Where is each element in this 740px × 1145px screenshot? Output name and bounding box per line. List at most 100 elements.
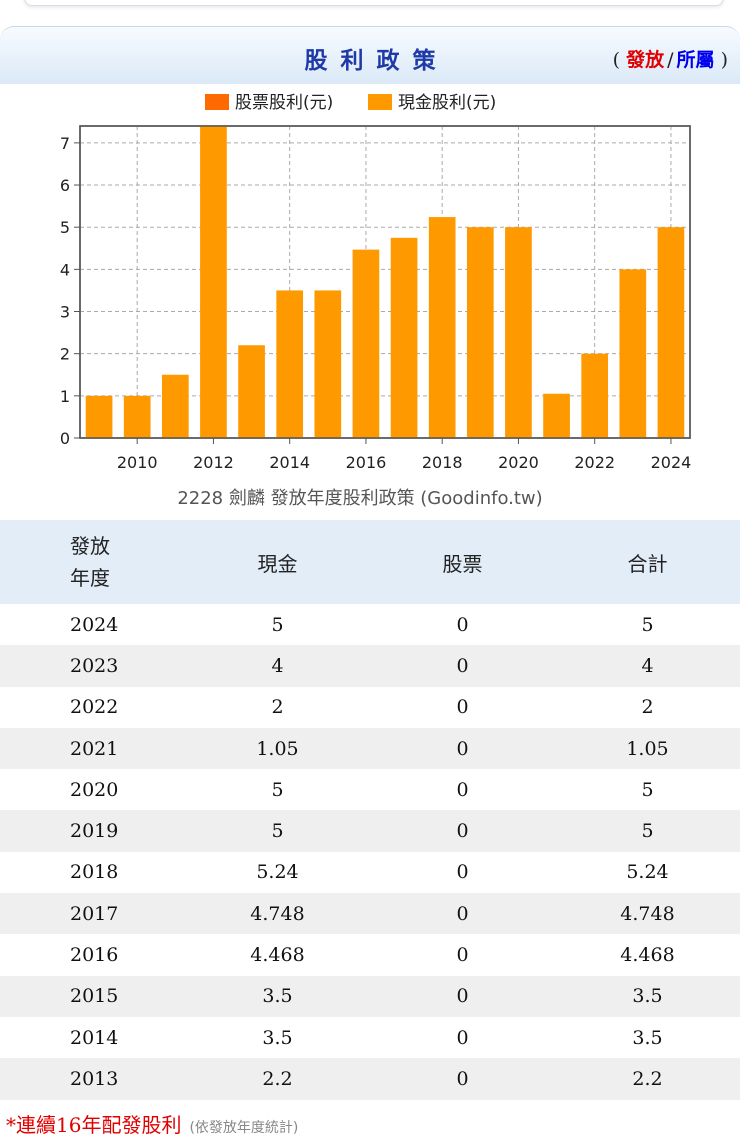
header-release-year: 發放 年度 <box>0 520 185 604</box>
x-tick-label: 2018 <box>422 453 463 472</box>
dividend-chart: 股票股利(元) 現金股利(元) 0 1 2 3 4 5 6 7 2010 2012 2014 2016 20… <box>0 84 740 520</box>
bar-cash-2022 <box>581 353 609 438</box>
header-year: 年度 <box>70 566 110 590</box>
cell-total: 5 <box>555 769 740 811</box>
release-year-link[interactable]: 發放 <box>626 49 665 71</box>
bar-cash-2009 <box>85 395 113 438</box>
panel-title: 股利政策 <box>304 47 449 74</box>
bar-cash-2013 <box>238 345 265 438</box>
chart-caption: 2228 劍麟 發放年度股利政策 (Goodinfo.tw) <box>177 488 542 509</box>
footnote-main: *連續16年配發股利 <box>6 1113 182 1137</box>
cell-stock: 0 <box>370 1016 555 1059</box>
table-row: 2021 1.05 0 1.05 <box>0 727 740 770</box>
bar-cash-2023 <box>619 269 647 438</box>
table-row: 2018 5.24 0 5.24 <box>0 851 740 894</box>
cell-year: 2019 <box>0 810 185 852</box>
legend-label-2: 現金股利(元) <box>398 93 496 113</box>
y-tick-label: 7 <box>60 134 70 153</box>
cell-stock: 0 <box>370 686 555 728</box>
cell-cash: 5 <box>185 810 370 852</box>
cell-cash: 2 <box>185 686 370 728</box>
cell-total: 2.2 <box>555 1058 740 1100</box>
bar-cash-2012 <box>200 126 227 438</box>
header-stock: 股票 <box>370 520 555 604</box>
cell-year: 2018 <box>0 851 185 894</box>
legend-swatch-1 <box>205 94 229 110</box>
bar-cash-2018 <box>428 217 456 438</box>
table-row: 2024 5 0 5 <box>0 604 740 646</box>
link-separator: / <box>667 49 674 71</box>
table-row: 2020 5 0 5 <box>0 769 740 811</box>
cell-total: 5 <box>555 604 740 646</box>
y-tick-label: 0 <box>60 429 70 448</box>
cell-cash: 2.2 <box>185 1058 370 1100</box>
cell-year: 2015 <box>0 975 185 1017</box>
plot-frame <box>79 125 691 439</box>
cell-cash: 3.5 <box>185 1016 370 1059</box>
previous-panel-card <box>24 0 724 6</box>
bar-cash-2021 <box>543 393 570 438</box>
cell-year: 2013 <box>0 1058 185 1100</box>
cell-total: 3.5 <box>555 975 740 1017</box>
y-tick-label: 1 <box>60 387 70 406</box>
bar-cash-2016 <box>352 249 380 438</box>
x-tick-label: 2014 <box>269 453 310 472</box>
x-tick-label: 2024 <box>651 453 692 472</box>
cell-total: 3.5 <box>555 1016 740 1059</box>
table-row: 2022 2 0 2 <box>0 686 740 728</box>
cell-stock: 0 <box>370 604 555 646</box>
previous-panel-edge <box>0 0 740 22</box>
bar-cash-2017 <box>390 237 418 438</box>
panel-header: 股利政策 ( 發放 / 所屬 ) <box>0 26 740 84</box>
cell-year: 2024 <box>0 604 185 646</box>
cell-cash: 5 <box>185 604 370 646</box>
footnote: *連續16年配發股利 (依發放年度統計) <box>6 1109 298 1138</box>
y-tick-label: 2 <box>60 345 70 364</box>
x-tick-label: 2022 <box>574 453 615 472</box>
bar-cash-2014 <box>276 290 304 438</box>
paren-open: ( <box>612 49 621 71</box>
cell-stock: 0 <box>370 851 555 894</box>
paren-close: ) <box>720 49 728 71</box>
cell-year: 2022 <box>0 686 185 728</box>
cell-year: 2017 <box>0 893 185 935</box>
dividend-chart-svg: 股票股利(元) 現金股利(元) 0 1 2 3 4 5 6 7 2010 2012 2014 2016 20… <box>60 93 692 509</box>
legend-label-1: 股票股利(元) <box>235 93 333 113</box>
x-tick-label: 2010 <box>117 453 158 472</box>
table-row: 2014 3.5 0 3.5 <box>0 1016 740 1059</box>
y-tick-label: 3 <box>60 303 70 322</box>
cell-year: 2014 <box>0 1016 185 1059</box>
bar-cash-2024 <box>657 227 685 438</box>
cell-stock: 0 <box>370 1058 555 1100</box>
cell-stock: 0 <box>370 645 555 687</box>
cell-stock: 0 <box>370 727 555 770</box>
belong-year-link[interactable]: 所屬 <box>676 49 715 71</box>
header-cash: 現金 <box>185 520 370 604</box>
bar-cash-2010 <box>123 395 151 438</box>
cell-year: 2021 <box>0 727 185 770</box>
cell-total: 4.468 <box>555 934 740 976</box>
cell-stock: 0 <box>370 769 555 811</box>
legend-swatch-2 <box>368 94 392 110</box>
cell-stock: 0 <box>370 893 555 935</box>
header-total: 合計 <box>555 520 740 604</box>
cell-total: 1.05 <box>555 727 740 770</box>
table-row: 2017 4.748 0 4.748 <box>0 893 740 935</box>
cell-cash: 5 <box>185 769 370 811</box>
table-row: 2019 5 0 5 <box>0 810 740 852</box>
bar-cash-2020 <box>505 227 532 438</box>
table-header-row: 發放 年度 現金 股票 合計 <box>0 520 740 604</box>
cell-cash: 3.5 <box>185 975 370 1017</box>
cell-year: 2023 <box>0 645 185 687</box>
x-tick-label: 2020 <box>498 453 539 472</box>
header-links: ( 發放 / 所屬 ) <box>613 45 728 72</box>
cell-cash: 4 <box>185 645 370 687</box>
table-row: 2016 4.468 0 4.468 <box>0 934 740 976</box>
header-release: 發放 <box>70 534 110 558</box>
cell-cash: 1.05 <box>185 727 370 770</box>
dividend-table: 發放 年度 現金 股票 合計 2024 5 0 5 2023 4 0 4 202… <box>0 520 740 1100</box>
bar-cash-2019 <box>466 227 494 438</box>
cell-cash: 5.24 <box>185 851 370 894</box>
cell-total: 2 <box>555 686 740 728</box>
cell-stock: 0 <box>370 975 555 1017</box>
